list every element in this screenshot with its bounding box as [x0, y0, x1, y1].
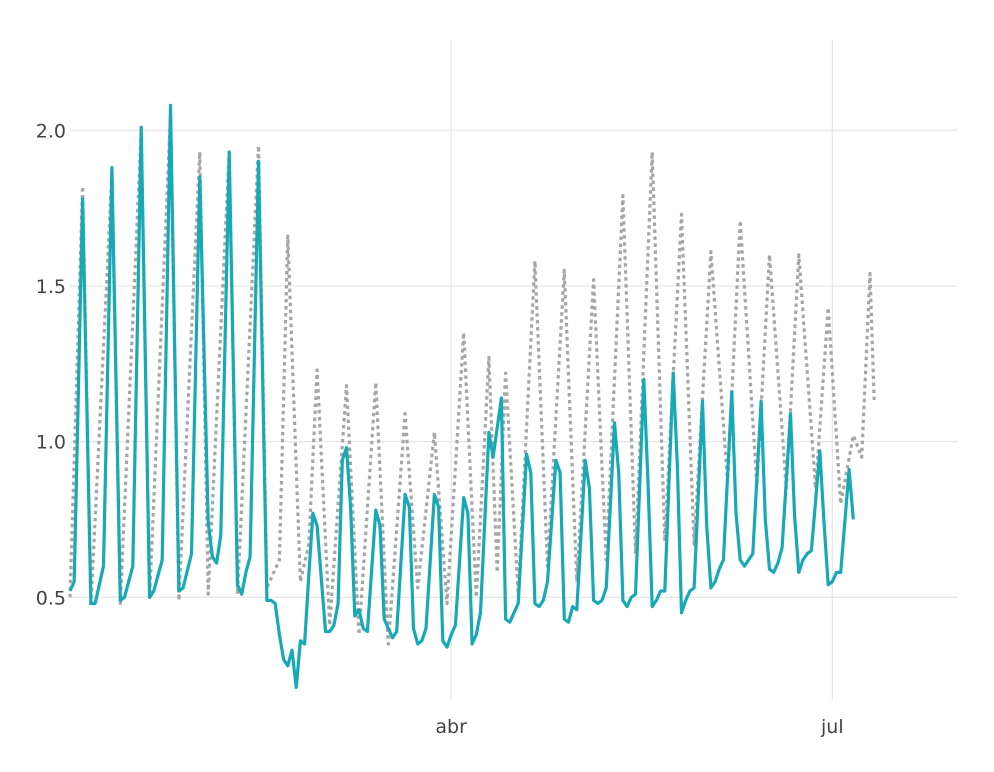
y-tick-label: 2.0: [36, 120, 66, 142]
series-layer: [68, 103, 876, 690]
y-tick-label: 1.0: [36, 432, 66, 454]
x-tick-label: jul: [820, 716, 844, 738]
tick-label-layer: 0.5 1.0 1.5 2.0 abr jul: [36, 120, 844, 738]
x-tick-label: abr: [435, 716, 467, 738]
grid-layer: [70, 40, 958, 700]
solid-series-line: [68, 103, 855, 690]
y-tick-label: 0.5: [36, 587, 66, 609]
dotted-series-line: [68, 113, 876, 646]
y-tick-label: 1.5: [36, 276, 66, 298]
